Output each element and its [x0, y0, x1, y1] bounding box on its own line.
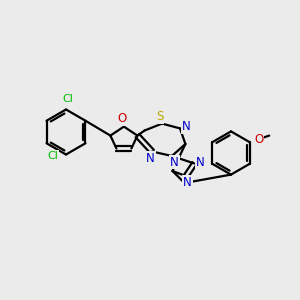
- Text: N: N: [170, 155, 179, 169]
- Text: O: O: [118, 112, 127, 125]
- Text: N: N: [183, 176, 192, 189]
- Text: S: S: [156, 110, 163, 123]
- Text: N: N: [182, 120, 191, 134]
- Text: N: N: [146, 152, 155, 165]
- Text: Cl: Cl: [62, 94, 73, 104]
- Text: N: N: [196, 156, 205, 169]
- Text: O: O: [254, 133, 263, 146]
- Text: Cl: Cl: [47, 151, 58, 161]
